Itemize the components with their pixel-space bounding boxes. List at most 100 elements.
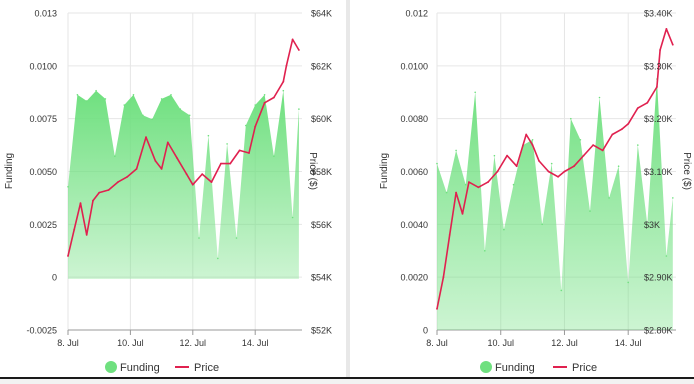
funding-point <box>503 228 505 231</box>
price-point <box>220 162 222 165</box>
right-axis-tick-label: $3.40K <box>644 9 673 19</box>
price-point <box>154 160 157 162</box>
price-point <box>592 144 594 147</box>
price-point <box>73 228 76 231</box>
left-axis-tick-label: 0.0060 <box>400 167 428 177</box>
x-axis-tick-label: 14. Jul <box>242 338 269 348</box>
left-axis-label: Funding <box>4 153 15 189</box>
legend-item-funding[interactable]: Funding <box>105 361 160 374</box>
price-point <box>160 168 163 170</box>
panel-divider <box>346 0 350 379</box>
right-axis-tick-label: $52K <box>311 326 332 336</box>
x-axis-tick-label: 14. Jul <box>615 338 642 348</box>
funding-point <box>282 89 285 92</box>
x-axis-tick-label: 12. Jul <box>551 338 578 348</box>
price-point <box>468 181 470 184</box>
price-point <box>85 234 88 236</box>
left-axis-tick-label: 0.0100 <box>400 61 428 71</box>
price-point <box>201 173 204 176</box>
funding-area <box>437 79 673 330</box>
price-point <box>117 181 119 184</box>
price-point <box>611 133 614 136</box>
left-axis-tick-label: 0.012 <box>405 9 428 19</box>
right-axis-tick-label: $62K <box>311 61 332 71</box>
funding-point <box>579 139 582 141</box>
price-point <box>92 199 94 202</box>
funding-point <box>142 114 144 117</box>
price-point <box>538 160 540 162</box>
right-axis-tick-label: $2.90K <box>644 273 673 283</box>
price-point <box>582 154 585 157</box>
right-axis-tick-label: $56K <box>311 220 332 230</box>
price-point <box>176 157 179 160</box>
funding-point <box>104 98 107 100</box>
funding-point <box>445 191 448 194</box>
legend-price-label: Price <box>194 362 219 374</box>
left-axis-tick-label: 0 <box>52 273 57 283</box>
funding-price-chart: 0 $2.80K 0.0020 $2.90K 0.0040 $3K 0.0060 $3.10K… <box>379 9 692 375</box>
price-point <box>238 149 241 152</box>
funding-point <box>273 155 275 157</box>
funding-point <box>598 96 601 99</box>
funding-point <box>85 100 88 102</box>
legend-item-funding[interactable]: Funding <box>480 361 535 374</box>
funding-point <box>455 149 457 152</box>
funding-point <box>484 250 486 252</box>
funding-chart-panel-left: -0.0025 $52K 0 $54K 0.0025 $56K 0.0050 $58K 0.00… <box>0 0 346 379</box>
price-point <box>135 168 138 170</box>
funding-point <box>226 143 228 145</box>
funding-price-chart: -0.0025 $52K 0 $54K 0.0025 $56K 0.0050 $58K 0.00… <box>4 9 332 375</box>
legend: Funding Price <box>105 361 219 374</box>
price-point <box>248 152 250 154</box>
legend-item-price[interactable]: Price <box>175 362 219 374</box>
price-point <box>627 123 630 125</box>
funding-point <box>245 124 247 127</box>
right-axis-label: Price ($) <box>307 152 318 190</box>
price-point <box>79 202 82 205</box>
funding-point <box>254 104 256 106</box>
legend-item-price[interactable]: Price <box>553 362 597 374</box>
price-point <box>98 191 101 194</box>
funding-point <box>637 144 639 146</box>
price-point <box>282 80 285 83</box>
price-point <box>126 175 129 178</box>
funding-point <box>560 289 563 292</box>
funding-point <box>589 210 591 212</box>
price-point <box>547 170 550 173</box>
price-point <box>487 181 489 184</box>
left-axis-tick-label: -0.0025 <box>26 326 57 336</box>
right-axis-tick-label: $2.80K <box>644 326 673 336</box>
right-axis-tick-label: $58K <box>311 167 332 177</box>
right-axis-tick-label: $54K <box>311 273 332 283</box>
x-axis-tick-label: 8. Jul <box>57 338 79 348</box>
legend: Funding Price <box>480 361 597 374</box>
left-axis-tick-label: 0.0100 <box>29 61 57 71</box>
price-point <box>273 96 275 99</box>
funding-chart-panel-right: 0 $2.80K 0.0020 $2.90K 0.0040 $3K 0.0060 $3.10K… <box>350 0 694 379</box>
price-point <box>145 136 147 139</box>
funding-point <box>531 139 534 141</box>
left-axis-tick-label: 0.0040 <box>400 220 428 230</box>
funding-point <box>541 223 543 226</box>
funding-point <box>550 162 553 165</box>
right-axis-label: Price ($) <box>681 152 692 190</box>
funding-point <box>493 154 496 157</box>
funding-area <box>68 90 299 279</box>
left-axis-tick-label: 0.0025 <box>29 220 57 230</box>
x-axis-tick-label: 8. Jul <box>426 338 448 348</box>
left-axis-tick-label: 0.0020 <box>400 273 428 283</box>
price-line <box>436 28 674 310</box>
legend-funding-label: Funding <box>495 362 535 374</box>
price-point <box>477 186 480 189</box>
funding-point <box>207 134 210 137</box>
x-axis-tick-label: 10. Jul <box>487 338 514 348</box>
price-point <box>298 49 300 51</box>
funding-point <box>665 255 668 257</box>
funding-point <box>151 118 153 121</box>
price-point <box>665 28 668 30</box>
left-axis-tick-label: 0.0075 <box>29 114 57 124</box>
funding-point <box>672 197 674 199</box>
funding-point <box>217 257 219 260</box>
price-point <box>229 162 232 165</box>
funding-point <box>298 108 300 110</box>
